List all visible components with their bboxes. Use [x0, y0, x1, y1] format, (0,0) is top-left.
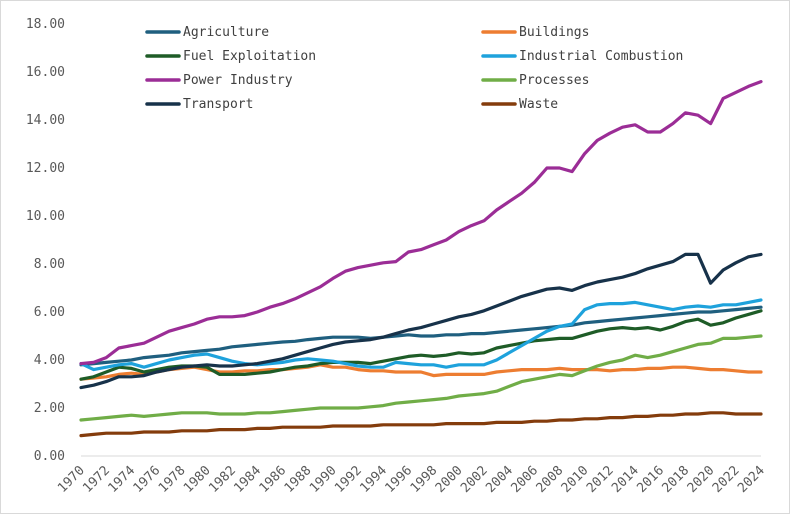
x-tick-label: 1988	[282, 463, 315, 496]
x-tick-label: 1990	[307, 463, 340, 496]
x-axis-ticks: 1970197219741976197819801982198419861988…	[55, 463, 768, 496]
series-line-agriculture	[79, 305, 763, 367]
x-tick-label: 2008	[534, 463, 567, 496]
y-tick-label: 8.00	[34, 257, 65, 272]
y-tick-label: 12.00	[26, 161, 65, 176]
y-tick-label: 2.00	[34, 401, 65, 416]
series-lines	[79, 79, 763, 438]
x-tick-label: 2022	[710, 463, 743, 496]
x-tick-label: 1996	[382, 463, 415, 496]
x-tick-label: 2012	[584, 463, 617, 496]
x-tick-label: 1994	[357, 463, 390, 496]
legend: Agriculture Buildings Fuel Exploitation Ind…	[145, 25, 683, 112]
x-tick-label: 2020	[685, 463, 718, 496]
x-tick-label: 1998	[408, 463, 441, 496]
legend-label: Power Industry	[183, 73, 293, 88]
x-tick-label: 1976	[131, 463, 164, 496]
series-line-power-industry	[79, 79, 763, 366]
y-tick-label: 10.00	[26, 209, 65, 224]
series-line-industrial-combustion	[79, 298, 763, 372]
y-tick-label: 6.00	[34, 305, 65, 320]
x-tick-label: 1972	[80, 463, 113, 496]
x-tick-label: 2018	[660, 463, 693, 496]
y-tick-label: 16.00	[26, 65, 65, 80]
x-tick-label: 1970	[55, 463, 88, 496]
x-tick-label: 2002	[458, 463, 491, 496]
x-tick-label: 2006	[508, 463, 541, 496]
x-tick-label: 1978	[156, 463, 189, 496]
x-tick-label: 2014	[609, 463, 642, 496]
x-tick-label: 2016	[634, 463, 667, 496]
legend-label: Fuel Exploitation	[183, 49, 316, 64]
x-tick-label: 1986	[257, 463, 290, 496]
series-line-waste	[79, 411, 763, 438]
y-axis-ticks: 0.00 2.00 4.00 6.00 8.00 10.00 12.00 14.00 16.00…	[26, 17, 65, 464]
series-line-transport	[79, 252, 763, 390]
legend-label: Industrial Combustion	[519, 49, 683, 64]
legend-label: Processes	[519, 73, 589, 88]
legend-label: Waste	[519, 97, 558, 112]
y-tick-label: 14.00	[26, 113, 65, 128]
y-tick-label: 4.00	[34, 353, 65, 368]
y-tick-label: 18.00	[26, 17, 65, 32]
x-tick-label: 2024	[735, 463, 768, 496]
x-tick-label: 1980	[181, 463, 214, 496]
x-tick-label: 1984	[231, 463, 264, 496]
series-line-processes	[79, 334, 763, 422]
y-tick-label: 0.00	[34, 449, 65, 464]
x-tick-label: 1982	[206, 463, 239, 496]
x-tick-label: 2004	[483, 463, 516, 496]
legend-label: Buildings	[519, 25, 589, 40]
legend-label: Transport	[183, 97, 253, 112]
x-tick-label: 2000	[433, 463, 466, 496]
x-tick-label: 2010	[559, 463, 592, 496]
legend-label: Agriculture	[183, 25, 269, 40]
x-tick-label: 1992	[332, 463, 365, 496]
x-tick-label: 1974	[105, 463, 138, 496]
